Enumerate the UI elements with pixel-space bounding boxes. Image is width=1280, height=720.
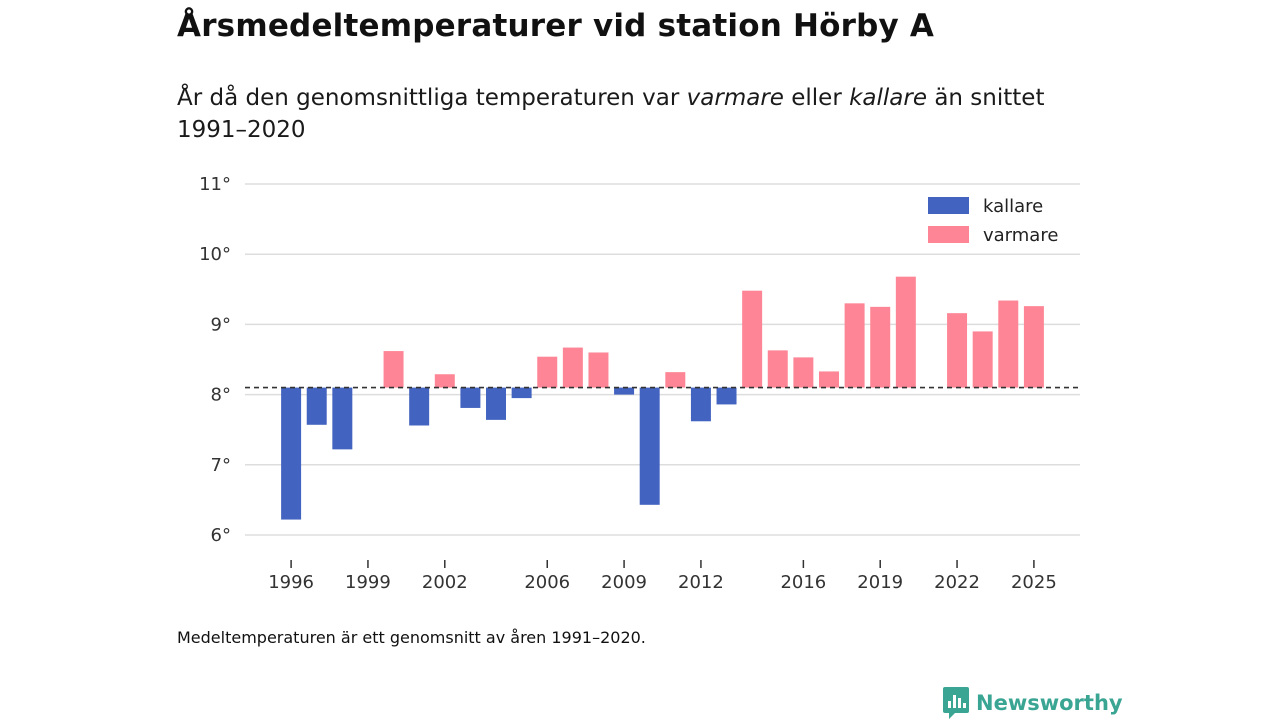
bar (460, 387, 481, 408)
x-tick-label: 2022 (934, 572, 980, 593)
bar (895, 276, 916, 388)
legend-swatch (928, 226, 969, 243)
bar (306, 387, 327, 425)
bar-chart: 6° 7° 8° 9° 10° 11° 1996 1999 2002 2006 2009 2012 20… (199, 174, 1080, 593)
y-tick-label: 6° (211, 525, 231, 546)
subtitle-colder: kallare (849, 85, 928, 111)
bar (588, 352, 609, 388)
bar (614, 387, 635, 395)
legend-label: kallare (983, 196, 1043, 217)
bars (281, 276, 1044, 520)
bar (332, 387, 353, 450)
chart-title: Årsmedeltemperaturer vid station Hörby A (177, 8, 935, 44)
x-tick-label: 1996 (268, 572, 314, 593)
subtitle-part-3: än snittet 1991–2020 (177, 85, 1045, 143)
bar (511, 387, 532, 399)
brand-logo[interactable]: Newsworthy (942, 686, 1123, 720)
gridlines (245, 183, 1080, 536)
bar (716, 387, 737, 405)
y-tick-label: 11° (199, 174, 231, 195)
x-tick-label: 2002 (422, 572, 468, 593)
y-tick-label: 7° (211, 455, 231, 476)
legend-swatch (928, 197, 969, 214)
subtitle-warmer: varmare (686, 85, 784, 111)
bar (383, 351, 404, 388)
legend-label: varmare (983, 225, 1058, 246)
bar (998, 300, 1019, 388)
x-tick-label: 2009 (601, 572, 647, 593)
newsworthy-logo-icon (943, 687, 969, 719)
subtitle-part-1: År då den genomsnittliga temperaturen va… (177, 85, 687, 111)
bar (409, 387, 430, 426)
bar (972, 331, 993, 388)
bar (486, 387, 506, 420)
bar (1023, 306, 1044, 388)
x-tick-label: 2016 (780, 572, 826, 593)
axes: 6° 7° 8° 9° 10° 11° 1996 1999 2002 2006 2009 2012 20… (199, 174, 1080, 593)
y-tick-label: 9° (211, 314, 231, 335)
x-tick-label: 2025 (1011, 572, 1057, 593)
bar (947, 313, 968, 388)
footnote: Medeltemperaturen är ett genomsnitt av å… (177, 628, 646, 647)
y-tick-label: 8° (211, 385, 231, 406)
bar (562, 347, 583, 388)
bar (767, 350, 788, 388)
x-tick-label: 2019 (857, 572, 903, 593)
bar (281, 387, 302, 520)
bar (434, 374, 455, 388)
bar (819, 371, 839, 388)
x-tick-label: 2012 (678, 572, 724, 593)
bar (537, 356, 558, 388)
bar (844, 303, 865, 388)
brand-name: Newsworthy (976, 691, 1123, 715)
legend: kallare varmare (928, 196, 1058, 246)
bar (665, 372, 686, 388)
y-tick-label: 10° (199, 244, 231, 265)
subtitle-part-2: eller (783, 85, 850, 111)
x-tick-label: 1999 (345, 572, 391, 593)
chart-subtitle: År då den genomsnittliga temperaturen va… (177, 82, 1057, 146)
bar (742, 290, 763, 388)
bar (690, 387, 711, 422)
bar (870, 306, 891, 388)
bar (639, 387, 660, 505)
bar (793, 357, 814, 388)
x-tick-label: 2006 (524, 572, 570, 593)
